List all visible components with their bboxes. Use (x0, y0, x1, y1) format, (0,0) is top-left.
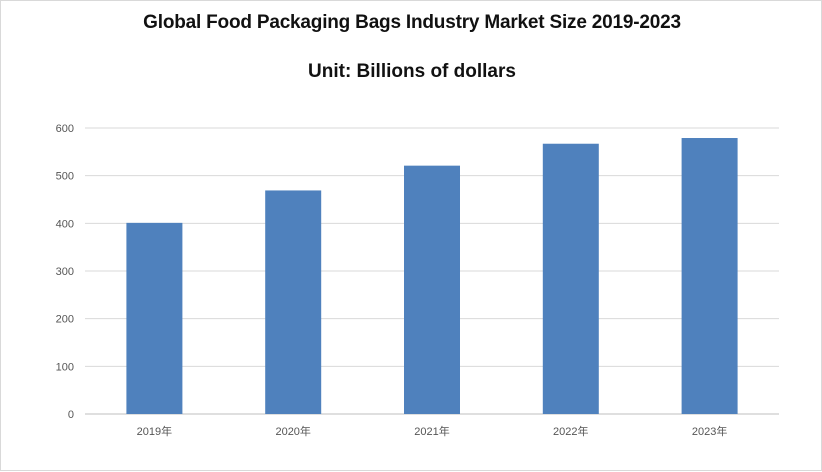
x-tick-label: 2020年 (275, 424, 310, 438)
y-axis: 0 100 200 300 400 500 600 (56, 123, 74, 421)
bar-2023年 (681, 138, 738, 414)
x-axis: 2019年 2020年 2021年 2022年 2023年 (137, 424, 728, 438)
x-tick-label: 2021年 (414, 424, 449, 438)
bar-2021年 (404, 165, 460, 414)
y-tick-label: 400 (56, 218, 74, 230)
chart-subtitle: Unit: Billions of dollars (308, 61, 516, 82)
x-tick-label: 2019年 (137, 424, 172, 438)
bar-2022年 (542, 143, 599, 415)
bars (126, 138, 738, 415)
y-tick-label: 0 (68, 409, 74, 421)
chart-title: Global Food Packaging Bags Industry Mark… (143, 12, 681, 33)
y-tick-label: 300 (56, 266, 74, 278)
y-tick-label: 600 (56, 123, 74, 135)
y-tick-label: 100 (56, 361, 74, 373)
y-tick-label: 200 (56, 314, 74, 326)
x-tick-label: 2023年 (692, 424, 727, 438)
bar-2020年 (265, 190, 322, 414)
y-tick-label: 500 (56, 171, 74, 183)
bar-2019年 (126, 222, 183, 414)
x-tick-label: 2022年 (553, 424, 588, 438)
